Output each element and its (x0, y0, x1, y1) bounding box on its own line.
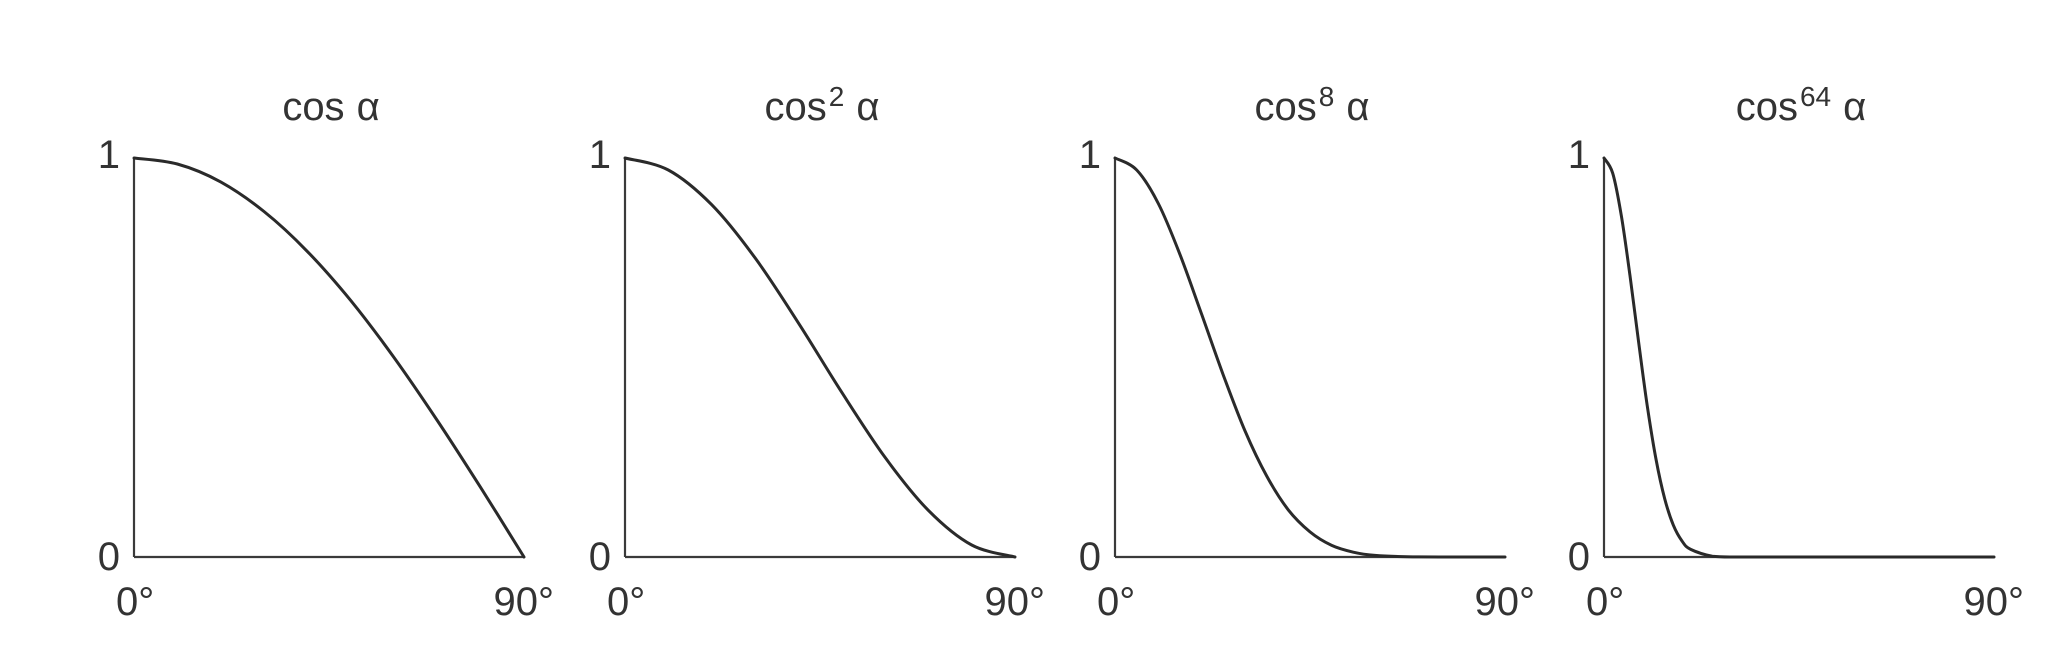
title-variable: α (1346, 85, 1369, 129)
x-tick-label-90: 90° (985, 580, 1046, 624)
x-tick-label-90: 90° (1964, 580, 2025, 624)
x-tick-label-0: 0° (116, 580, 154, 624)
chart-title: cos α (282, 85, 379, 129)
panel-2: cos2 α 0 1 0° 90° (589, 81, 1045, 624)
title-variable: α (1843, 85, 1866, 129)
panel-1: cos α 0 1 0° 90° (98, 85, 554, 624)
y-tick-label-0: 0 (98, 535, 120, 579)
x-tick-label-90: 90° (494, 580, 555, 624)
title-base: cos (282, 85, 344, 129)
title-variable: α (357, 85, 380, 129)
series-line (132, 156, 526, 559)
y-tick-label-0: 0 (589, 535, 611, 579)
title-exponent: 64 (1800, 81, 1831, 112)
series-line (1113, 156, 1507, 559)
chart-title: cos64 α (1736, 81, 1867, 129)
chart-title: cos2 α (765, 81, 880, 129)
title-base: cos (1736, 85, 1798, 129)
title-exponent: 2 (829, 81, 845, 112)
y-tick-label-0: 0 (1568, 535, 1590, 579)
x-tick-label-0: 0° (1097, 580, 1135, 624)
title-variable: α (856, 85, 879, 129)
title-exponent: 8 (1319, 81, 1335, 112)
panel-4: cos64 α 0 1 0° 90° (1568, 81, 2024, 624)
title-base: cos (1255, 85, 1317, 129)
y-tick-label-1: 1 (1568, 133, 1590, 177)
x-tick-label-0: 0° (607, 580, 645, 624)
y-tick-label-0: 0 (1079, 535, 1101, 579)
y-tick-label-1: 1 (98, 133, 120, 177)
x-tick-label-0: 0° (1586, 580, 1624, 624)
chart-title: cos8 α (1255, 81, 1370, 129)
y-tick-label-1: 1 (589, 133, 611, 177)
x-tick-label-90: 90° (1475, 580, 1536, 624)
series-line (623, 156, 1017, 559)
title-base: cos (765, 85, 827, 129)
series-line (1602, 156, 1996, 559)
y-tick-label-1: 1 (1079, 133, 1101, 177)
panel-3: cos8 α 0 1 0° 90° (1079, 81, 1535, 624)
